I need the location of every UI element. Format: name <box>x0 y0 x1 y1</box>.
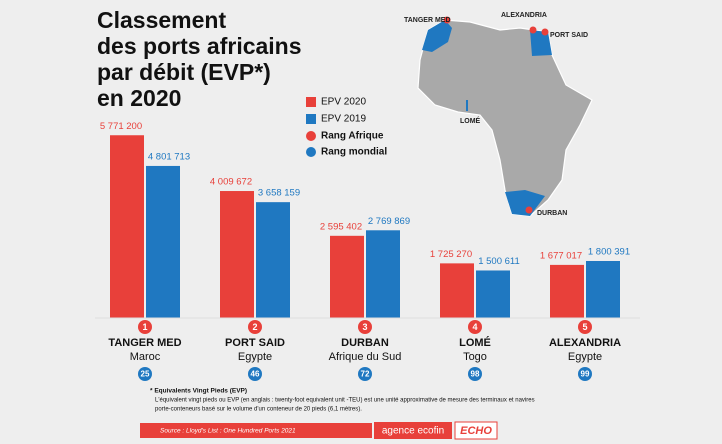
logo: agence ecofin <box>382 426 444 437</box>
rank-africa-badge <box>248 320 262 334</box>
rank-world-badge <box>138 367 152 381</box>
legend-label: Rang mondial <box>321 147 387 158</box>
rank-world: 72 <box>361 370 370 379</box>
bar <box>366 230 400 318</box>
country-label: Afrique du Sud <box>329 351 402 363</box>
value-label: 1 500 611 <box>478 256 520 267</box>
rank-world: 98 <box>471 370 480 379</box>
logo-box <box>454 421 498 440</box>
value-label: 2 769 869 <box>368 216 410 227</box>
bar <box>330 235 364 318</box>
rank-world: 46 <box>251 370 260 379</box>
footnote-line: L'équivalent vingt pieds ou EVP (en angl… <box>155 398 535 404</box>
africa-map <box>417 16 593 217</box>
chart-title: des ports africains <box>97 33 302 59</box>
rank-africa-badge <box>578 320 592 334</box>
bar <box>110 135 144 318</box>
chart-title: en 2020 <box>97 85 181 111</box>
bar <box>550 264 584 318</box>
rank-africa: 3 <box>362 322 367 332</box>
bar <box>476 270 510 318</box>
map-label: DURBAN <box>537 210 567 217</box>
map-label: TANGER MED <box>404 17 451 24</box>
x-tick-label: ALEXANDRIA <box>549 337 621 349</box>
legend-label: Rang Afrique <box>321 131 384 142</box>
rank-africa: 1 <box>142 322 147 332</box>
rank-world-badge <box>248 367 262 381</box>
country-label: Maroc <box>130 351 161 363</box>
x-tick-label: LOMÉ <box>459 336 491 349</box>
bar <box>586 260 620 318</box>
legend-swatch <box>306 147 316 157</box>
bar <box>440 263 474 318</box>
footnote-title: * Equivalents Vingt Pieds (EVP) <box>150 388 247 395</box>
bar <box>146 165 180 318</box>
map-label: LOMÉ <box>460 116 481 125</box>
country-label: Togo <box>463 351 487 363</box>
bar <box>256 202 290 318</box>
logo: ECHO <box>460 425 492 437</box>
rank-africa-badge <box>468 320 482 334</box>
rank-africa: 2 <box>252 322 257 332</box>
map-label: ALEXANDRIA <box>501 12 547 19</box>
country-label: Egypte <box>568 351 602 363</box>
value-label: 2 595 402 <box>320 221 362 232</box>
chart-title: par débit (EVP*) <box>97 59 271 85</box>
x-tick-label: PORT SAID <box>225 337 285 349</box>
map-label: PORT SAID <box>550 32 588 39</box>
value-label: 3 658 159 <box>258 188 300 199</box>
legend-swatch <box>306 131 316 141</box>
footnote-line: porte-conteneurs basé sur le volume d'un… <box>155 407 362 413</box>
chart-title: Classement <box>97 7 226 33</box>
value-label: 1 677 017 <box>540 250 582 261</box>
value-label: 4 801 713 <box>148 151 190 162</box>
value-label: 1 725 270 <box>430 249 472 260</box>
rank-africa-badge <box>358 320 372 334</box>
legend-swatch <box>306 97 316 107</box>
legend-label: EPV 2019 <box>321 114 366 125</box>
source: Source : Lloyd's List : One Hundred Port… <box>160 428 296 435</box>
rank-world: 99 <box>581 370 590 379</box>
logo-box <box>374 422 452 439</box>
value-label: 1 800 391 <box>588 247 630 258</box>
x-tick-label: DURBAN <box>341 337 389 349</box>
rank-africa: 5 <box>582 322 587 332</box>
source-bar <box>140 423 372 438</box>
bar <box>220 191 254 318</box>
rank-world: 25 <box>141 370 150 379</box>
x-tick-label: TANGER MED <box>108 337 181 349</box>
rank-africa: 4 <box>472 322 477 332</box>
value-label: 4 009 672 <box>210 177 252 188</box>
rank-world-badge <box>468 367 482 381</box>
country-label: Egypte <box>238 351 272 363</box>
legend-swatch <box>306 114 316 124</box>
value-label: 5 771 200 <box>100 121 142 132</box>
rank-world-badge <box>358 367 372 381</box>
rank-world-badge <box>578 367 592 381</box>
legend-label: EPV 2020 <box>321 97 366 108</box>
rank-africa-badge <box>138 320 152 334</box>
